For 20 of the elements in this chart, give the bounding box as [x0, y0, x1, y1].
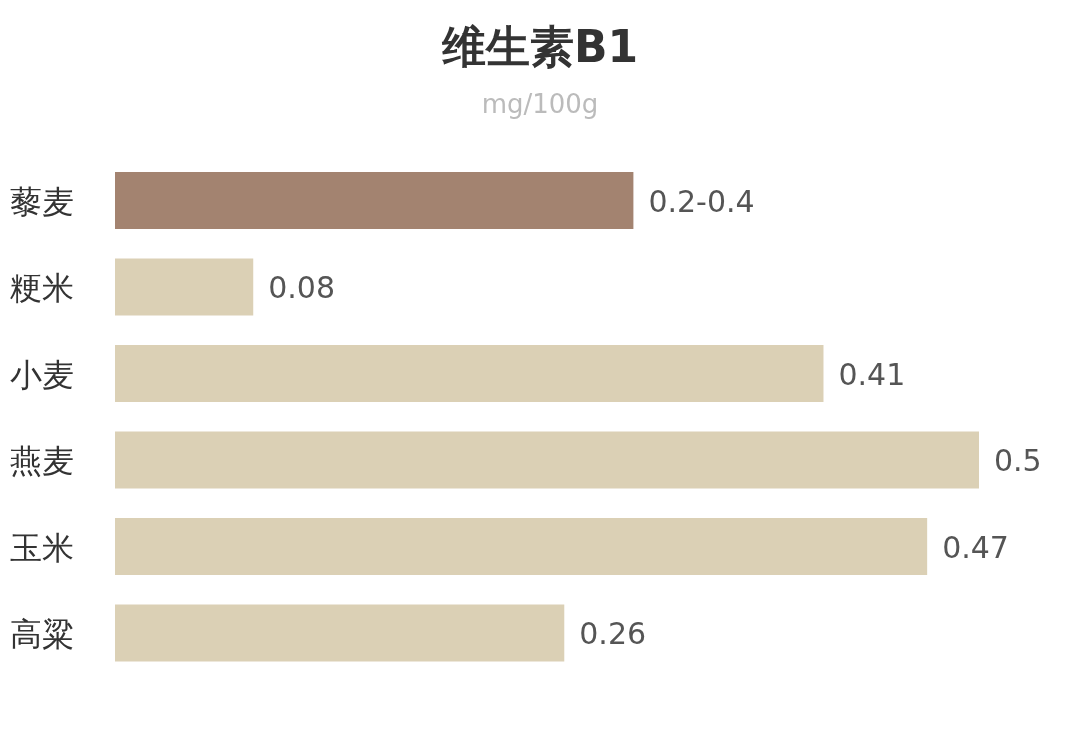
- data-label: 0.26: [579, 616, 647, 651]
- y-tick-label: 粳米: [10, 269, 74, 307]
- chart-title: 维生素B1: [440, 21, 639, 72]
- bar: [115, 431, 979, 489]
- data-label: 0.08: [268, 270, 336, 305]
- y-tick-label: 燕麦: [10, 442, 74, 480]
- y-tick-label: 小麦: [10, 355, 74, 394]
- data-label: 0.47: [942, 529, 1009, 565]
- bar: [115, 345, 824, 402]
- bar: [115, 518, 928, 575]
- y-tick-label: 藜麦: [10, 182, 74, 221]
- bar: [115, 604, 565, 662]
- chart-subtitle: mg/100g: [481, 89, 599, 119]
- data-label: 0.41: [838, 356, 906, 392]
- data-label: 0.5: [994, 443, 1042, 478]
- y-tick-label: 玉米: [10, 528, 74, 567]
- y-tick-label: 高粱: [10, 615, 74, 653]
- data-label: 0.2-0.4: [648, 183, 755, 219]
- bar: [115, 258, 254, 316]
- bar: [115, 172, 634, 229]
